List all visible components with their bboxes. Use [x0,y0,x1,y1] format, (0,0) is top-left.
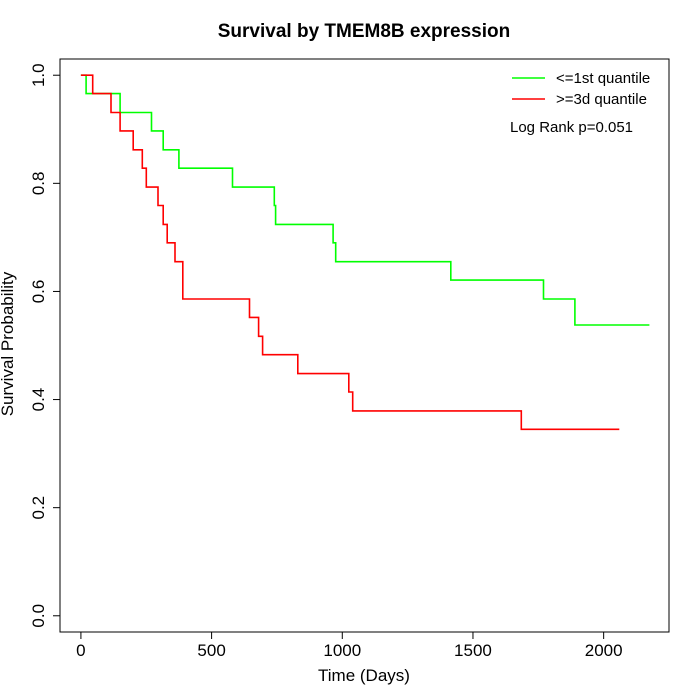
x-tick-label: 1500 [454,641,492,660]
x-tick-label: 2000 [585,641,623,660]
x-tick-label: 0 [76,641,85,660]
y-axis-label: Survival Probability [0,271,17,416]
x-tick-label: 1000 [323,641,361,660]
series-layer [80,74,650,431]
y-tick-label: 0.8 [29,172,48,196]
chart-title: Survival by TMEM8B expression [218,21,511,42]
x-axis-label: Time (Days) [318,666,410,685]
log-rank-annotation: Log Rank p=0.051 [510,119,633,136]
y-tick-label: 0.6 [29,280,48,304]
legend-label-high: >=3d quantile [556,91,647,108]
survival-curve-low-expression [80,74,650,326]
y-tick-label: 0.2 [29,496,48,520]
survival-curve-high-expression [80,74,620,431]
legend: <=1st quantile >=3d quantile [512,70,650,108]
y-axis: 0.0 0.2 0.4 0.6 0.8 1.0 [29,63,61,628]
legend-label-low: <=1st quantile [556,70,650,87]
y-tick-label: 1.0 [29,63,48,87]
x-axis: 0 500 1000 1500 2000 [76,631,623,660]
y-tick-label: 0.4 [29,388,48,412]
y-tick-label: 0.0 [29,604,48,628]
x-tick-label: 500 [197,641,225,660]
